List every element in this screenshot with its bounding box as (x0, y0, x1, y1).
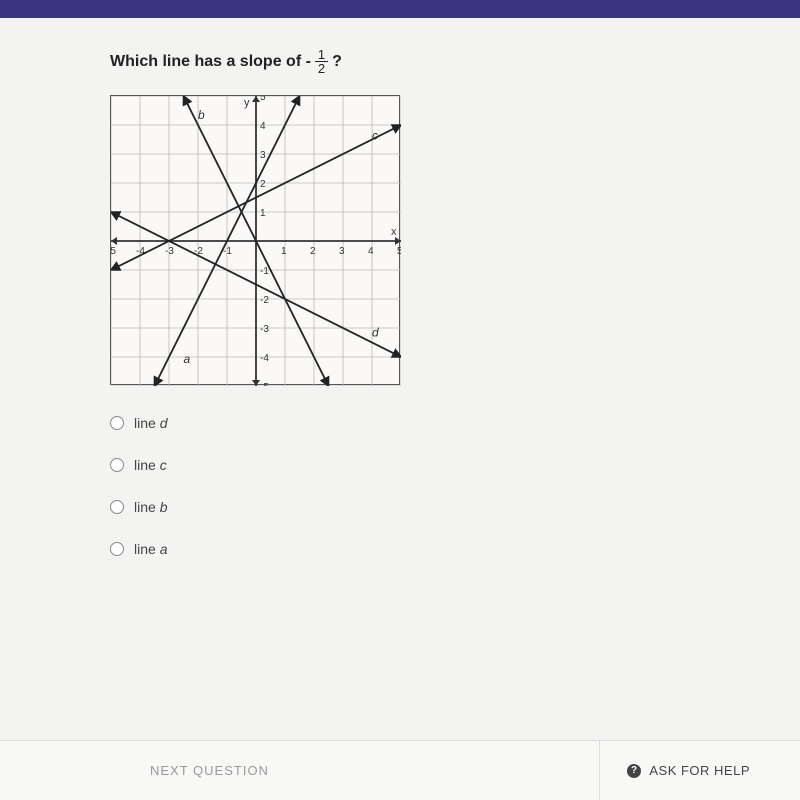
radio-icon (110, 500, 124, 514)
option-label: line a (134, 541, 167, 557)
answer-option-d[interactable]: line d (110, 415, 760, 431)
option-label: line d (134, 415, 167, 431)
coordinate-graph: yx-5-4-3-2-112345-5-4-3-2-112345abcd (110, 95, 400, 385)
svg-text:y: y (244, 97, 250, 109)
svg-text:-5: -5 (260, 382, 269, 386)
svg-text:2: 2 (260, 179, 266, 190)
svg-text:1: 1 (260, 208, 266, 219)
answer-options: line d line c line b line a (110, 415, 760, 557)
next-question-button[interactable]: NEXT QUESTION (150, 763, 269, 778)
svg-text:4: 4 (260, 121, 266, 132)
svg-text:d: d (372, 326, 379, 340)
svg-text:1: 1 (281, 246, 287, 257)
svg-text:5: 5 (397, 246, 401, 257)
answer-option-c[interactable]: line c (110, 457, 760, 473)
answer-option-a[interactable]: line a (110, 541, 760, 557)
window-top-bar (0, 0, 800, 18)
ask-for-help-label: ASK FOR HELP (649, 763, 750, 778)
svg-text:-3: -3 (260, 324, 269, 335)
radio-icon (110, 416, 124, 430)
radio-icon (110, 542, 124, 556)
answer-option-b[interactable]: line b (110, 499, 760, 515)
fraction-numerator: 1 (315, 48, 328, 62)
svg-text:x: x (391, 226, 397, 238)
svg-text:5: 5 (260, 96, 266, 103)
question-prefix: Which line has a slope of - (110, 53, 311, 71)
svg-text:b: b (198, 108, 205, 122)
footer-divider (599, 741, 600, 800)
quiz-page: Which line has a slope of - 1 2 ? y x -5 -4… (0, 18, 800, 800)
svg-text:-3: -3 (165, 246, 174, 257)
svg-text:4: 4 (368, 246, 374, 257)
graph-svg: yx-5-4-3-2-112345-5-4-3-2-112345abcd (111, 96, 401, 386)
question-fraction: 1 2 (315, 48, 328, 75)
svg-text:3: 3 (260, 150, 266, 161)
svg-text:a: a (184, 352, 191, 366)
radio-icon (110, 458, 124, 472)
option-label: line b (134, 499, 167, 515)
question-text: Which line has a slope of - 1 2 ? (110, 48, 760, 75)
option-label: line c (134, 457, 167, 473)
help-icon: ? (627, 764, 641, 778)
svg-text:-2: -2 (260, 295, 269, 306)
svg-text:-4: -4 (260, 353, 269, 364)
fraction-denominator: 2 (315, 62, 328, 75)
question-suffix: ? (332, 53, 342, 71)
footer-bar: NEXT QUESTION ? ASK FOR HELP (0, 740, 800, 800)
svg-text:-5: -5 (111, 246, 116, 257)
svg-text:2: 2 (310, 246, 316, 257)
svg-text:3: 3 (339, 246, 345, 257)
svg-text:c: c (372, 129, 378, 143)
svg-text:-1: -1 (260, 266, 269, 277)
ask-for-help-button[interactable]: ? ASK FOR HELP (627, 763, 750, 778)
